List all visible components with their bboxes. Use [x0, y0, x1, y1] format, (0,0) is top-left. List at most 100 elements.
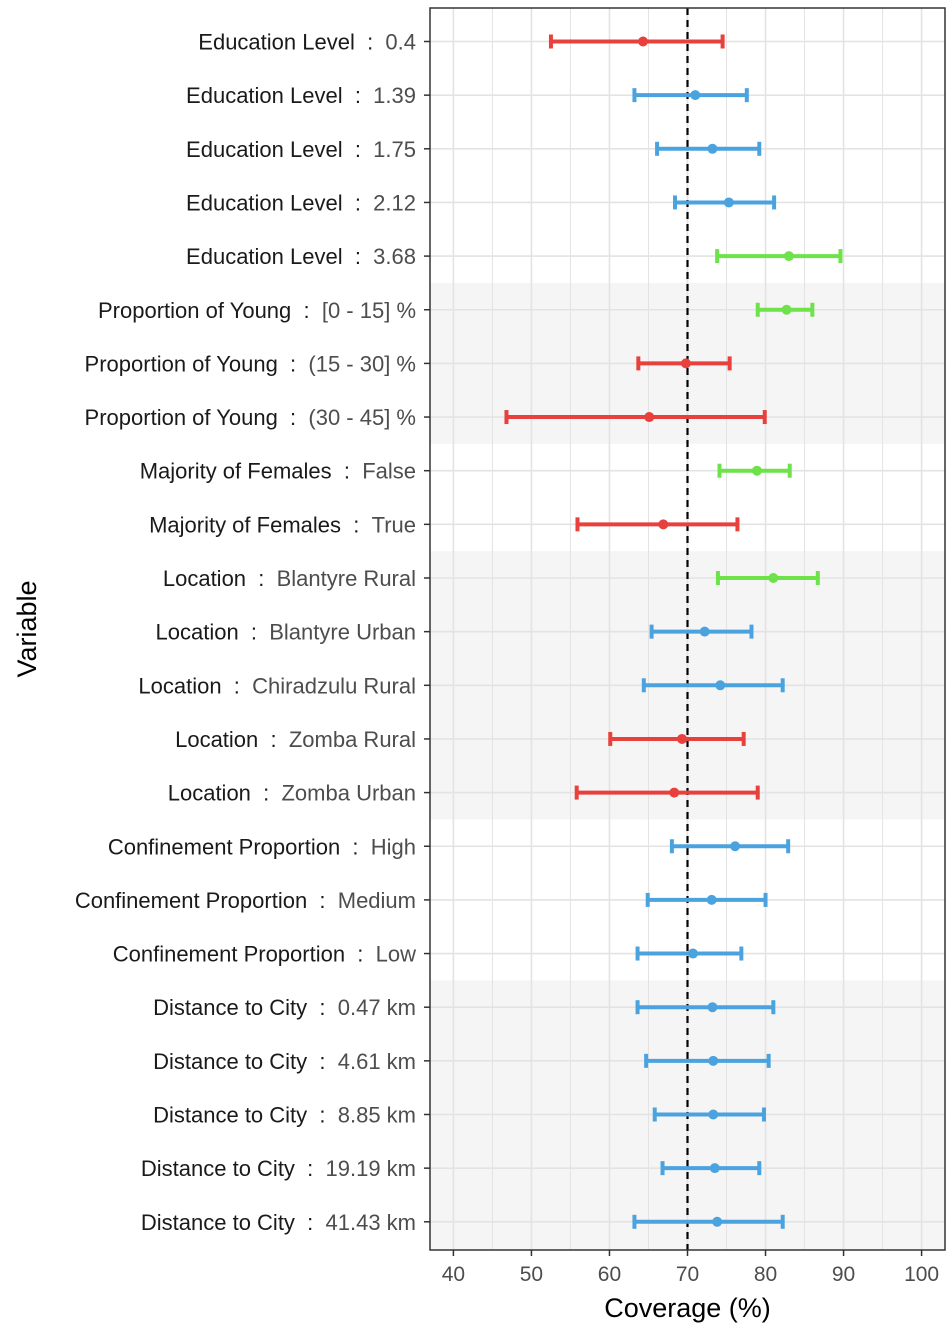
level-value: 0.47 km [338, 995, 416, 1020]
point-estimate [644, 412, 655, 423]
label-separator: : [355, 30, 386, 55]
point-estimate [699, 626, 710, 637]
point-estimate [707, 1002, 718, 1013]
point-estimate [669, 787, 680, 798]
x-tick-labels: 40 50 60 70 80 90 100 [442, 1263, 939, 1286]
variable-name: Location [175, 727, 258, 752]
level-value: 8.85 km [338, 1103, 416, 1128]
level-value: Blantyre Urban [269, 620, 416, 645]
label-separator: : [295, 1156, 326, 1181]
point-estimate [783, 251, 794, 262]
variable-name: Location [138, 673, 221, 698]
x-tick-label: 70 [676, 1263, 699, 1286]
level-value: [0 - 15] % [322, 298, 416, 323]
point-estimate [708, 1055, 719, 1066]
variable-name: Education Level [186, 83, 343, 108]
point-estimate [680, 358, 691, 369]
point-estimate [715, 680, 726, 691]
level-value: Chiradzulu Rural [252, 673, 416, 698]
variable-name: Education Level [198, 30, 355, 55]
variable-name: Education Level [186, 137, 343, 162]
variable-name: Proportion of Young [98, 298, 291, 323]
level-value: 1.75 [373, 137, 416, 162]
error-bar [574, 785, 760, 800]
variable-name: Proportion of Young [85, 351, 278, 376]
label-separator: : [343, 83, 374, 108]
y-tick-label: Education Level : 3.68 [186, 244, 416, 269]
label-separator: : [340, 834, 371, 859]
x-tick-label: 50 [520, 1263, 543, 1286]
error-bar [608, 731, 746, 746]
label-separator: : [251, 781, 282, 806]
point-estimate [687, 948, 698, 959]
y-tick-label: Proportion of Young : (15 - 30] % [85, 351, 416, 376]
error-bar [575, 517, 740, 532]
y-tick-label: Education Level : 1.75 [186, 137, 416, 162]
point-estimate [709, 1163, 720, 1174]
panel-frame-layer [424, 7, 946, 1256]
label-separator: : [332, 459, 363, 484]
y-tick-label: Distance to City : 41.43 km [141, 1210, 416, 1235]
label-separator: : [239, 620, 270, 645]
variable-name: Distance to City [153, 1049, 307, 1074]
level-value: 2.12 [373, 190, 416, 215]
variable-name: Majority of Females [140, 459, 332, 484]
error-bar [669, 839, 791, 854]
x-tick-label: 80 [754, 1263, 777, 1286]
label-separator: : [222, 673, 253, 698]
point-estimate [677, 733, 688, 744]
label-separator: : [295, 1210, 326, 1235]
level-value: 3.68 [373, 244, 416, 269]
variable-name: Distance to City [153, 995, 307, 1020]
x-tick-label: 90 [832, 1263, 855, 1286]
y-tick-label: Distance to City : 4.61 km [153, 1049, 416, 1074]
grid-lines [430, 8, 945, 1250]
y-tick-label: Location : Chiradzulu Rural [138, 673, 416, 698]
variable-name: Location [168, 781, 251, 806]
level-value: (30 - 45] % [308, 405, 416, 430]
label-separator: : [246, 566, 277, 591]
y-tick-label: Location : Zomba Rural [175, 727, 416, 752]
y-tick-label: Confinement Proportion : Low [113, 942, 416, 967]
y-tick-label: Proportion of Young : [0 - 15] % [98, 298, 416, 323]
point-estimate [751, 465, 762, 476]
variable-name: Distance to City [141, 1210, 295, 1235]
y-tick-label: Education Level : 1.39 [186, 83, 416, 108]
level-value: High [371, 834, 416, 859]
label-separator: : [343, 137, 374, 162]
error-bar [641, 678, 785, 693]
label-separator: : [307, 995, 338, 1020]
x-tick-label: 60 [598, 1263, 621, 1286]
variable-name: Distance to City [141, 1156, 295, 1181]
level-value: 19.19 km [326, 1156, 417, 1181]
y-tick-label: Education Level : 0.4 [198, 30, 416, 55]
label-separator: : [258, 727, 289, 752]
y-tick-label: Distance to City : 8.85 km [153, 1103, 416, 1128]
point-estimate [706, 894, 717, 905]
error-bar [548, 34, 725, 49]
label-separator: : [307, 1049, 338, 1074]
error-bar [632, 1214, 785, 1229]
point-estimate [638, 36, 649, 47]
point-estimate [690, 90, 701, 101]
level-value: 4.61 km [338, 1049, 416, 1074]
level-value: (15 - 30] % [308, 351, 416, 376]
y-tick-label: Location : Blantyre Rural [163, 566, 416, 591]
label-separator: : [278, 351, 309, 376]
point-estimate [723, 197, 734, 208]
variable-name: Proportion of Young [85, 405, 278, 430]
x-tick-label: 100 [904, 1263, 939, 1286]
level-value: Zomba Urban [281, 781, 416, 806]
y-tick-label: Confinement Proportion : High [108, 834, 416, 859]
variable-name: Education Level [186, 190, 343, 215]
level-value: Zomba Rural [289, 727, 416, 752]
point-estimate [707, 143, 718, 154]
point-estimate [730, 841, 741, 852]
y-tick-label: Distance to City : 0.47 km [153, 995, 416, 1020]
variable-name: Location [156, 620, 239, 645]
y-tick-label: Proportion of Young : (30 - 45] % [85, 405, 416, 430]
label-separator: : [345, 942, 376, 967]
